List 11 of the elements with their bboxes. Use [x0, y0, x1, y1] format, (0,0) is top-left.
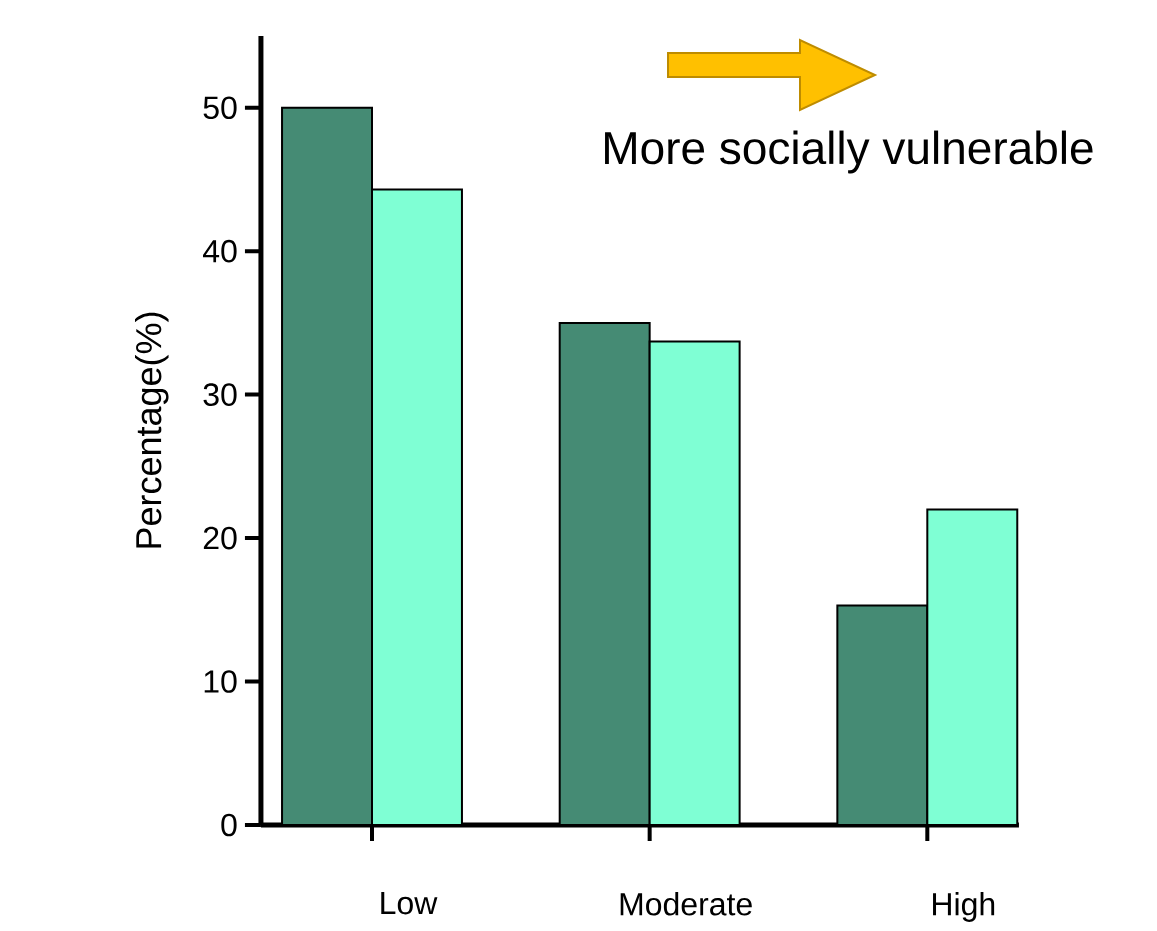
y-tick-label: 0 — [221, 813, 237, 837]
y-tick-label: 50 — [203, 96, 237, 120]
y-tick-label: 10 — [204, 670, 237, 693]
y-tick-label: 30 — [203, 383, 237, 406]
y-tick-label: 20 — [203, 526, 237, 550]
annotation: More socially vulnerable — [605, 130, 1093, 174]
y-tick-label: 40 — [203, 239, 237, 263]
x-tick-label: Low — [381, 892, 438, 915]
x-tick-label: Moderate — [620, 892, 752, 916]
y-axis-title: Percentage(%) — [134, 312, 169, 548]
x-tick-label: High — [933, 892, 995, 922]
